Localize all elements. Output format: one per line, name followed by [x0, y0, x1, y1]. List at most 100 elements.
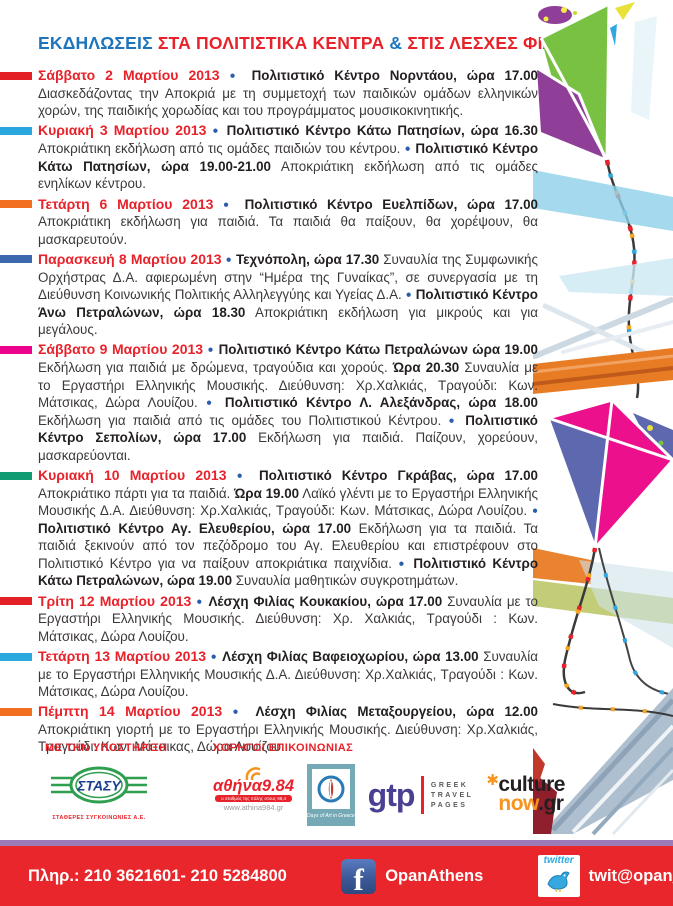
- title-word-clubs: ΣΤΙΣ ΛΕΣΧΕΣ ΦΙΛΙΑΣ: [407, 33, 584, 53]
- event-venue: Πολιτιστικό Κέντρο Ευελπίδων, ώρα 17.00: [244, 196, 538, 212]
- event-item: Τετάρτη 13 Μαρτίου 2013 ● Λέσχη Φιλίας Β…: [0, 648, 538, 700]
- kite-tail-middle: [561, 547, 670, 696]
- twitter-link[interactable]: twitter twit@opan_da: [537, 855, 673, 897]
- athina984-logo: αθήνα9.84 ο σταθμός της πόλης στους 98,4…: [213, 767, 295, 812]
- event-color-bar: [0, 707, 32, 716]
- event-date: Παρασκευή 8 Μαρτίου 2013: [38, 250, 222, 267]
- twitter-wordmark: twitter: [543, 855, 574, 866]
- event-color-bar: [0, 345, 32, 354]
- event-color-bar: [0, 652, 32, 661]
- event-color-bar: [0, 255, 32, 264]
- culturenow-logo: ✱ culture now.gr: [486, 772, 565, 815]
- bullet-dot-icon: ●: [531, 505, 538, 517]
- stasy-logo: ΣΤΑΣΥ ΣΤΑΘΕΡΕΣ ΣΥΓΚΟΙΝΩΝΙΕΣ Α.Ε.: [49, 764, 149, 821]
- events-list: Σάββατο 2 Μαρτίου 2013 ● Πολιτιστικό Κέν…: [0, 67, 538, 756]
- support-label: ΜΕ ΤΗΝ ΥΠΟΣΤΗΡΙΞΗ: [45, 742, 168, 754]
- event-description: Αποκριάτικη εκδήλωση από τις ομάδες ενηλ…: [38, 158, 538, 192]
- stasy-logo-icon: ΣΤΑΣΥ: [51, 766, 147, 804]
- sponsor-logos-row: αθήνα9.84 ο σταθμός της πόλης στους 98,4…: [213, 764, 565, 826]
- gtp-divider: [421, 776, 424, 814]
- event-venue: Ώρα 20.30: [392, 360, 460, 376]
- facebook-handle[interactable]: OpanAthens: [385, 866, 484, 885]
- event-venue: Πολιτιστικό Κέντρο Αγ. Ελευθερίου, ώρα 1…: [38, 520, 352, 536]
- event-venue: Λέσχη Φιλίας Κουκακίου, ώρα 17.00: [208, 593, 443, 609]
- gtp-wordmark: GREEK TRAVEL PAGES: [431, 782, 473, 809]
- culturenow-suffix: .gr: [538, 792, 564, 815]
- athina984-url: www.athina984.gr: [223, 803, 284, 812]
- event-date: Τετάρτη 13 Μαρτίου 2013: [38, 648, 207, 664]
- event-description: Συναυλία με το Εργαστήρι Ελληνικής Μουσι…: [38, 649, 538, 700]
- twitter-bird-icon: [547, 871, 570, 892]
- event-description: Εκδήλωση για παιδιά από τις ομάδες του Π…: [38, 412, 442, 428]
- event-date: Τετάρτη 6 Μαρτίου 2013: [38, 195, 214, 212]
- sponsors-section: ΧΟΡΗΓΟΙ ΕΠΙΚΟΙΝΩΝΙΑΣ αθήνα9.84 ο σταθμός…: [213, 742, 565, 826]
- tail-strand-bottom: [552, 702, 673, 718]
- event-item: Τρίτη 12 Μαρτίου 2013 ● Λέσχη Φιλίας Κου…: [0, 593, 538, 645]
- event-color-bar: [0, 200, 32, 209]
- title-word-events: ΕΚΔΗΛΩΣΕΙΣ: [38, 33, 153, 53]
- event-item: Τετάρτη 6 Μαρτίου 2013 ● Πολιτιστικό Κέν…: [0, 195, 538, 248]
- event-date: Σάββατο 9 Μαρτίου 2013: [38, 341, 204, 358]
- athina984-tagline: ο σταθμός της πόλης στους 98,4: [215, 795, 293, 802]
- bullet-dot-icon: ●: [448, 415, 459, 427]
- event-color-bar: [0, 471, 32, 480]
- culturenow-star-icon: ✱: [486, 772, 499, 789]
- page-title: ΕΚΔΗΛΩΣΕΙΣ ΣΤΑ ΠΟΛΙΤΙΣΤΙΚΑ ΚΕΝΤΡΑ & ΣΤΙΣ…: [38, 33, 673, 54]
- event-venue: Τεχνόπολη, ώρα 17.30: [235, 251, 380, 267]
- event-item: Πέμπτη 14 Μαρτίου 2013 ● Λέσχη Φιλίας Με…: [0, 703, 538, 755]
- stasy-subtitle: ΣΤΑΘΕΡΕΣ ΣΥΓΚΟΙΝΩΝΙΕΣ Α.Ε.: [52, 815, 146, 821]
- bullet-dot-icon: ●: [196, 596, 204, 608]
- event-color-bar: [0, 126, 32, 135]
- radio-waves-icon: [245, 767, 261, 780]
- event-date: Κυριακή 10 Μαρτίου 2013: [38, 467, 227, 484]
- bullet-dot-icon: ●: [236, 470, 249, 482]
- bullet-dot-icon: ●: [232, 706, 246, 718]
- title-ampersand: &: [389, 33, 403, 53]
- event-item: Κυριακή 3 Μαρτίου 2013 ● Πολιτιστικό Κέν…: [0, 122, 538, 192]
- gtp-line-travel: TRAVEL: [430, 791, 474, 799]
- svg-text:ΣΤΑΣΥ: ΣΤΑΣΥ: [76, 778, 122, 794]
- bullet-dot-icon: ●: [404, 143, 412, 155]
- gtp-line-greek: GREEK: [430, 781, 469, 789]
- footer-bar: Πληρ.: 210 3621601- 210 5284800 f OpanAt…: [0, 840, 673, 906]
- event-date: Κυριακή 3 Μαρτίου 2013: [38, 122, 207, 139]
- event-color-bar: [0, 71, 32, 80]
- bullet-dot-icon: ●: [210, 651, 218, 663]
- event-description: Αποκριάτικη εκδήλωση από τις ομάδες παιδ…: [38, 141, 401, 157]
- days-of-art-emblem: [311, 769, 350, 809]
- event-venue: Πολιτιστικό Κέντρο Νορντάου, ώρα 17.00: [251, 68, 538, 83]
- sponsors-label: ΧΟΡΗΓΟΙ ΕΠΙΚΟΙΝΩΝΙΑΣ: [213, 742, 354, 754]
- paint-patch-darkred: [533, 748, 557, 834]
- event-description: Αποκριάτικο πάρτι για τα παιδιά.: [38, 485, 231, 501]
- twitter-icon[interactable]: twitter: [537, 855, 580, 897]
- event-venue: Λέσχη Φιλίας Μεταξουργείου, ώρα 12.00: [255, 704, 538, 720]
- event-description: Εκδήλωση για παιδιά με δρώμενα, τραγούδι…: [38, 360, 388, 376]
- event-venue: Λέσχη Φιλίας Βαφειοχωρίου, ώρα 13.00: [222, 649, 479, 664]
- event-description: Αποκριάτικη γιορτή με το Εργαστήρι Ελλην…: [38, 722, 538, 755]
- event-description: Εκδήλωση για τα παιδιά. Τα παιδιά ξεκινο…: [38, 520, 538, 571]
- event-description: Συναυλία με το Εργαστήρι Ελληνικής Μουσι…: [38, 360, 538, 410]
- footer-phone: Πληρ.: 210 3621601- 210 5284800: [28, 866, 287, 885]
- gtp-name: gtp: [367, 777, 416, 813]
- paint-band-orange: [533, 348, 673, 394]
- twitter-handle[interactable]: twit@opan_da: [588, 866, 673, 885]
- title-word-centers: ΣΤΑ ΠΟΛΙΤΙΣΤΙΚΑ ΚΕΝΤΡΑ: [157, 33, 385, 53]
- event-date: Πέμπτη 14 Μαρτίου 2013: [38, 703, 223, 720]
- event-description: Λαϊκό γλέντι με το Εργαστήρι Ελληνικής Μ…: [38, 485, 538, 519]
- athina984-name: αθήνα9.84: [213, 777, 295, 795]
- event-date: Σάββατο 2 Μαρτίου 2013: [38, 67, 220, 83]
- event-description: Εκδήλωση για παιδιά. Παίζουν, χορεύουν, …: [38, 430, 538, 463]
- event-venue: Ώρα 19.00: [234, 485, 300, 501]
- event-item: Κυριακή 10 Μαρτίου 2013 ● Πολιτιστικό Κέ…: [0, 467, 538, 590]
- facebook-icon[interactable]: f: [341, 858, 377, 894]
- event-venue: Πολιτιστικό Κέντρο Κάτω Πετραλώνων, ώρα …: [38, 555, 538, 589]
- facebook-link[interactable]: f OpanAthens: [341, 858, 484, 894]
- event-description: Αποκριάτικη εκδήλωση για μικρούς και για…: [38, 304, 539, 338]
- paint-band-blue-light: [559, 258, 673, 296]
- kite-pink-blue-icon: [546, 398, 673, 551]
- paint-band-orange-2: [533, 548, 591, 584]
- event-venue: Πολιτιστικό Κέντρο Κάτω Πετραλώνων ώρα 1…: [218, 342, 538, 358]
- bullet-dot-icon: ●: [207, 344, 215, 356]
- event-venue: Πολιτιστικό Κέντρο Σεπολίων, ώρα 17.00: [38, 412, 538, 446]
- event-description: Συναυλία μαθητικών συγκροτημάτων.: [235, 573, 459, 589]
